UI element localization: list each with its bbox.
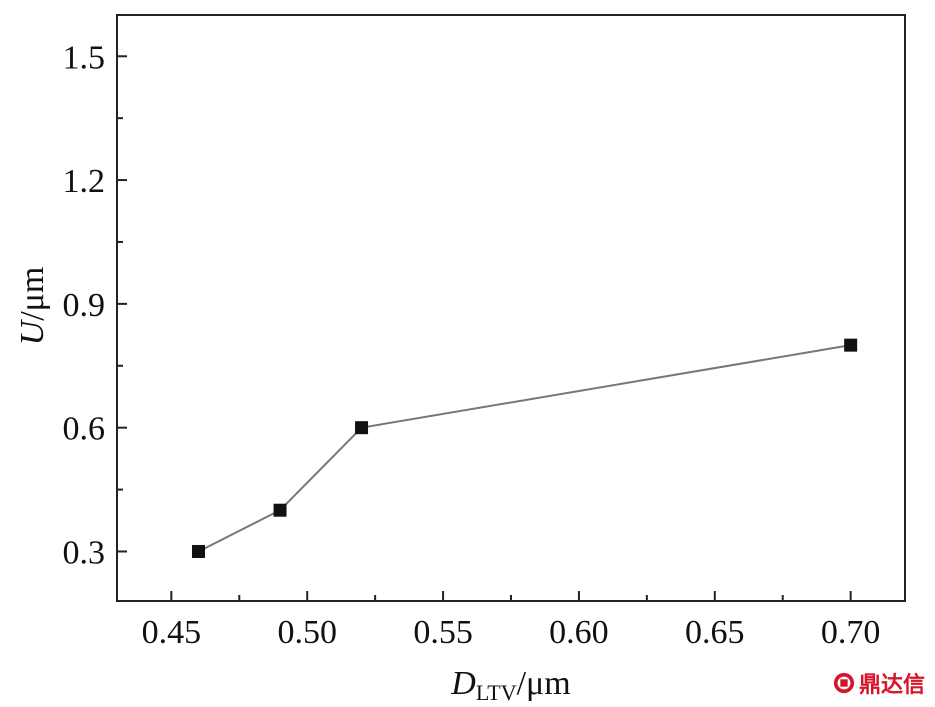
data-point <box>273 503 287 517</box>
watermark: 鼎达信 <box>833 667 925 699</box>
y-axis-label: U/μm <box>14 267 51 346</box>
x-tick-label: 0.60 <box>549 614 609 651</box>
data-point <box>192 544 206 558</box>
x-tick-label: 0.55 <box>413 614 473 651</box>
x-axis-label: DLTV/μm <box>450 665 570 705</box>
x-axis: 0.45 0.50 0.55 0.60 0.65 0.70 <box>142 591 881 651</box>
x-tick-label: 0.65 <box>685 614 745 651</box>
x-tick-label: 0.50 <box>277 614 337 651</box>
data-point <box>844 338 858 352</box>
plot-frame <box>116 14 906 602</box>
y-tick-label: 1.2 <box>63 163 106 200</box>
x-tick-label: 0.45 <box>142 614 202 651</box>
series-layer <box>192 338 858 558</box>
y-tick-label: 0.9 <box>63 287 106 324</box>
y-tick-label: 0.6 <box>63 411 106 448</box>
data-point <box>355 421 369 435</box>
x-tick-label: 0.70 <box>821 614 881 651</box>
y-tick-label: 1.5 <box>63 39 106 76</box>
series-line <box>198 344 851 553</box>
y-tick-label: 0.3 <box>63 534 106 571</box>
watermark-text: 鼎达信 <box>858 673 925 698</box>
watermark-logo-icon <box>833 672 855 694</box>
y-axis: 0.3 0.6 0.9 1.2 1.5 <box>63 39 127 571</box>
